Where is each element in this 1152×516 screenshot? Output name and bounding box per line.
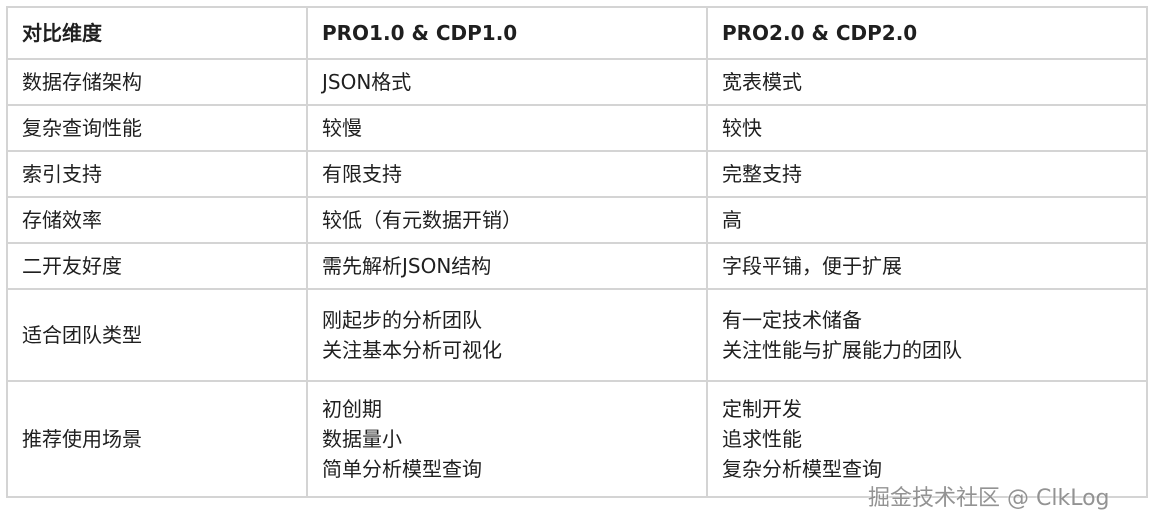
cell: 复杂查询性能 (6, 104, 308, 152)
cell: 适合团队类型 (6, 288, 308, 382)
table-row: 适合团队类型 刚起步的分析团队 关注基本分析可视化 有一定技术储备关注性能与扩展能… (6, 288, 1148, 382)
cell-line: 有一定技术储备 (722, 308, 862, 332)
watermark: 掘金技术社区 @ ClkLog (868, 486, 1110, 511)
header-cell: PRO2.0 & CDP2.0 (706, 6, 1148, 60)
comparison-table: 对比维度 PRO1.0 & CDP1.0 PRO2.0 & CDP2.0 数据存… (6, 6, 1148, 498)
header-row: 对比维度 PRO1.0 & CDP1.0 PRO2.0 & CDP2.0 (6, 6, 1148, 60)
cell-line: 数据量小 (322, 427, 402, 451)
cell: 存储效率 (6, 196, 308, 244)
cell: 宽表模式 (706, 58, 1148, 106)
cell: 较低（有元数据开销） (306, 196, 708, 244)
cell: 高 (706, 196, 1148, 244)
cell: 较慢 (306, 104, 708, 152)
cell: JSON格式 (306, 58, 708, 106)
cell-line: 关注基本分析可视化 (322, 338, 502, 362)
table-row: 数据存储架构 JSON格式 宽表模式 (6, 58, 1148, 106)
header-cell: 对比维度 (6, 6, 308, 60)
cell: 初创期数据量小简单分析模型查询 (306, 380, 708, 498)
table-row: 索引支持 有限支持 完整支持 (6, 150, 1148, 198)
cell: 数据存储架构 (6, 58, 308, 106)
cell: 需先解析JSON结构 (306, 242, 708, 290)
header-cell: PRO1.0 & CDP1.0 (306, 6, 708, 60)
cell: 二开友好度 (6, 242, 308, 290)
table-row: 复杂查询性能 较慢 较快 (6, 104, 1148, 152)
cell-line: 追求性能 (722, 427, 802, 451)
table-row: 推荐使用场景 初创期数据量小简单分析模型查询 定制开发追求性能复杂分析模型查询 (6, 380, 1148, 498)
table-row: 存储效率 较低（有元数据开销）高 (6, 196, 1148, 244)
cell: 字段平铺，便于扩展 (706, 242, 1148, 290)
cell-line: 刚起步的分析团队 (322, 308, 482, 332)
cell: 完整支持 (706, 150, 1148, 198)
cell: 较快 (706, 104, 1148, 152)
cell-line: 关注性能与扩展能力的团队 (722, 338, 962, 362)
cell: 推荐使用场景 (6, 380, 308, 498)
cell: 有一定技术储备关注性能与扩展能力的团队 (706, 288, 1148, 382)
cell-line: 复杂分析模型查询 (722, 457, 882, 481)
cell: 索引支持 (6, 150, 308, 198)
cell: 刚起步的分析团队 关注基本分析可视化 (306, 288, 708, 382)
table-row: 二开友好度 需先解析JSON结构 字段平铺，便于扩展 (6, 242, 1148, 290)
cell-line: 简单分析模型查询 (322, 457, 482, 481)
cell-line: 初创期 (322, 397, 382, 421)
cell: 定制开发追求性能复杂分析模型查询 (706, 380, 1148, 498)
cell: 有限支持 (306, 150, 708, 198)
cell-line: 定制开发 (722, 397, 802, 421)
